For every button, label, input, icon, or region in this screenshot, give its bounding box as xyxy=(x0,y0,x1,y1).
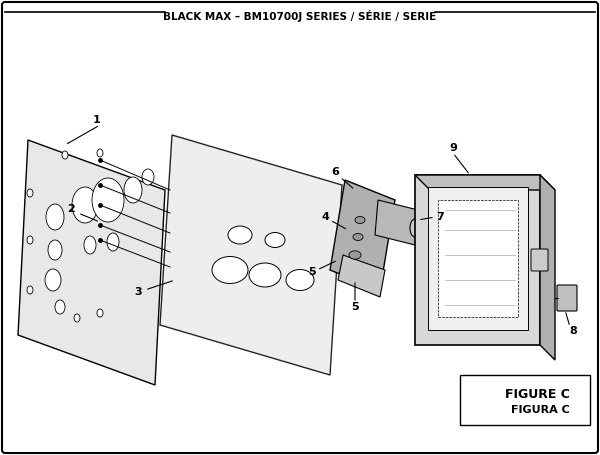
Polygon shape xyxy=(415,175,555,190)
Ellipse shape xyxy=(62,151,68,159)
FancyBboxPatch shape xyxy=(531,249,548,271)
Ellipse shape xyxy=(27,286,33,294)
Ellipse shape xyxy=(97,309,103,317)
Ellipse shape xyxy=(124,177,142,203)
Polygon shape xyxy=(375,200,418,245)
Ellipse shape xyxy=(74,314,80,322)
Text: 9: 9 xyxy=(449,143,457,153)
Text: 4: 4 xyxy=(321,212,329,222)
Polygon shape xyxy=(415,175,540,345)
Text: FIGURE C: FIGURE C xyxy=(505,389,570,401)
Ellipse shape xyxy=(353,233,363,241)
Polygon shape xyxy=(540,175,555,360)
Ellipse shape xyxy=(212,257,248,283)
Text: FIGURA C: FIGURA C xyxy=(511,405,570,415)
Ellipse shape xyxy=(142,169,154,185)
Ellipse shape xyxy=(48,240,62,260)
Polygon shape xyxy=(438,200,518,317)
Text: 1: 1 xyxy=(93,115,101,125)
Polygon shape xyxy=(428,187,528,330)
Ellipse shape xyxy=(228,226,252,244)
Text: 6: 6 xyxy=(331,167,339,177)
Text: 2: 2 xyxy=(67,204,75,214)
Ellipse shape xyxy=(46,204,64,230)
Ellipse shape xyxy=(249,263,281,287)
Ellipse shape xyxy=(97,149,103,157)
Ellipse shape xyxy=(286,269,314,290)
Text: 3: 3 xyxy=(134,287,142,297)
Polygon shape xyxy=(330,180,395,290)
Ellipse shape xyxy=(27,236,33,244)
Ellipse shape xyxy=(265,233,285,248)
Ellipse shape xyxy=(92,178,124,222)
Ellipse shape xyxy=(72,187,98,223)
Polygon shape xyxy=(18,140,165,385)
Ellipse shape xyxy=(410,219,420,237)
Ellipse shape xyxy=(55,300,65,314)
Ellipse shape xyxy=(107,233,119,251)
Text: 5: 5 xyxy=(351,302,359,312)
Text: 7: 7 xyxy=(436,212,444,222)
Text: 5: 5 xyxy=(308,267,316,277)
Ellipse shape xyxy=(349,251,361,259)
FancyBboxPatch shape xyxy=(557,285,577,311)
Polygon shape xyxy=(338,255,385,297)
Ellipse shape xyxy=(355,217,365,223)
Polygon shape xyxy=(160,135,342,375)
Ellipse shape xyxy=(27,189,33,197)
Ellipse shape xyxy=(84,236,96,254)
Text: 8: 8 xyxy=(569,326,577,336)
Text: BLACK MAX – BM10700J SERIES / SÉRIE / SERIE: BLACK MAX – BM10700J SERIES / SÉRIE / SE… xyxy=(163,10,437,22)
Ellipse shape xyxy=(45,269,61,291)
